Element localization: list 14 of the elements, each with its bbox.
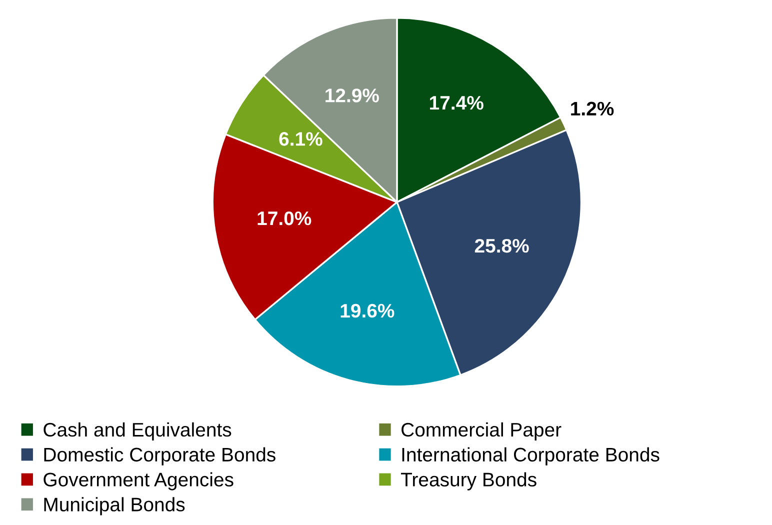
legend-label: Cash and Equivalents bbox=[44, 422, 232, 440]
data-label: 19.6% bbox=[340, 304, 394, 318]
data-label: 25.8% bbox=[474, 238, 529, 253]
legend-label: Commercial Paper bbox=[402, 422, 562, 440]
data-label: 17.0% bbox=[258, 211, 312, 226]
legend-label: Treasury Bonds bbox=[401, 472, 536, 490]
data-label: 17.4% bbox=[430, 96, 484, 110]
legend-label: International Corporate Bonds bbox=[402, 447, 660, 466]
data-label: 12.9% bbox=[326, 88, 379, 102]
data-label: 1.2% bbox=[571, 102, 614, 116]
legend-label: Government Agencies bbox=[44, 472, 234, 490]
legend-label: Domestic Corporate Bonds bbox=[44, 447, 276, 466]
legend-label: Municipal Bonds bbox=[44, 497, 185, 516]
data-label: 6.1% bbox=[279, 132, 322, 146]
